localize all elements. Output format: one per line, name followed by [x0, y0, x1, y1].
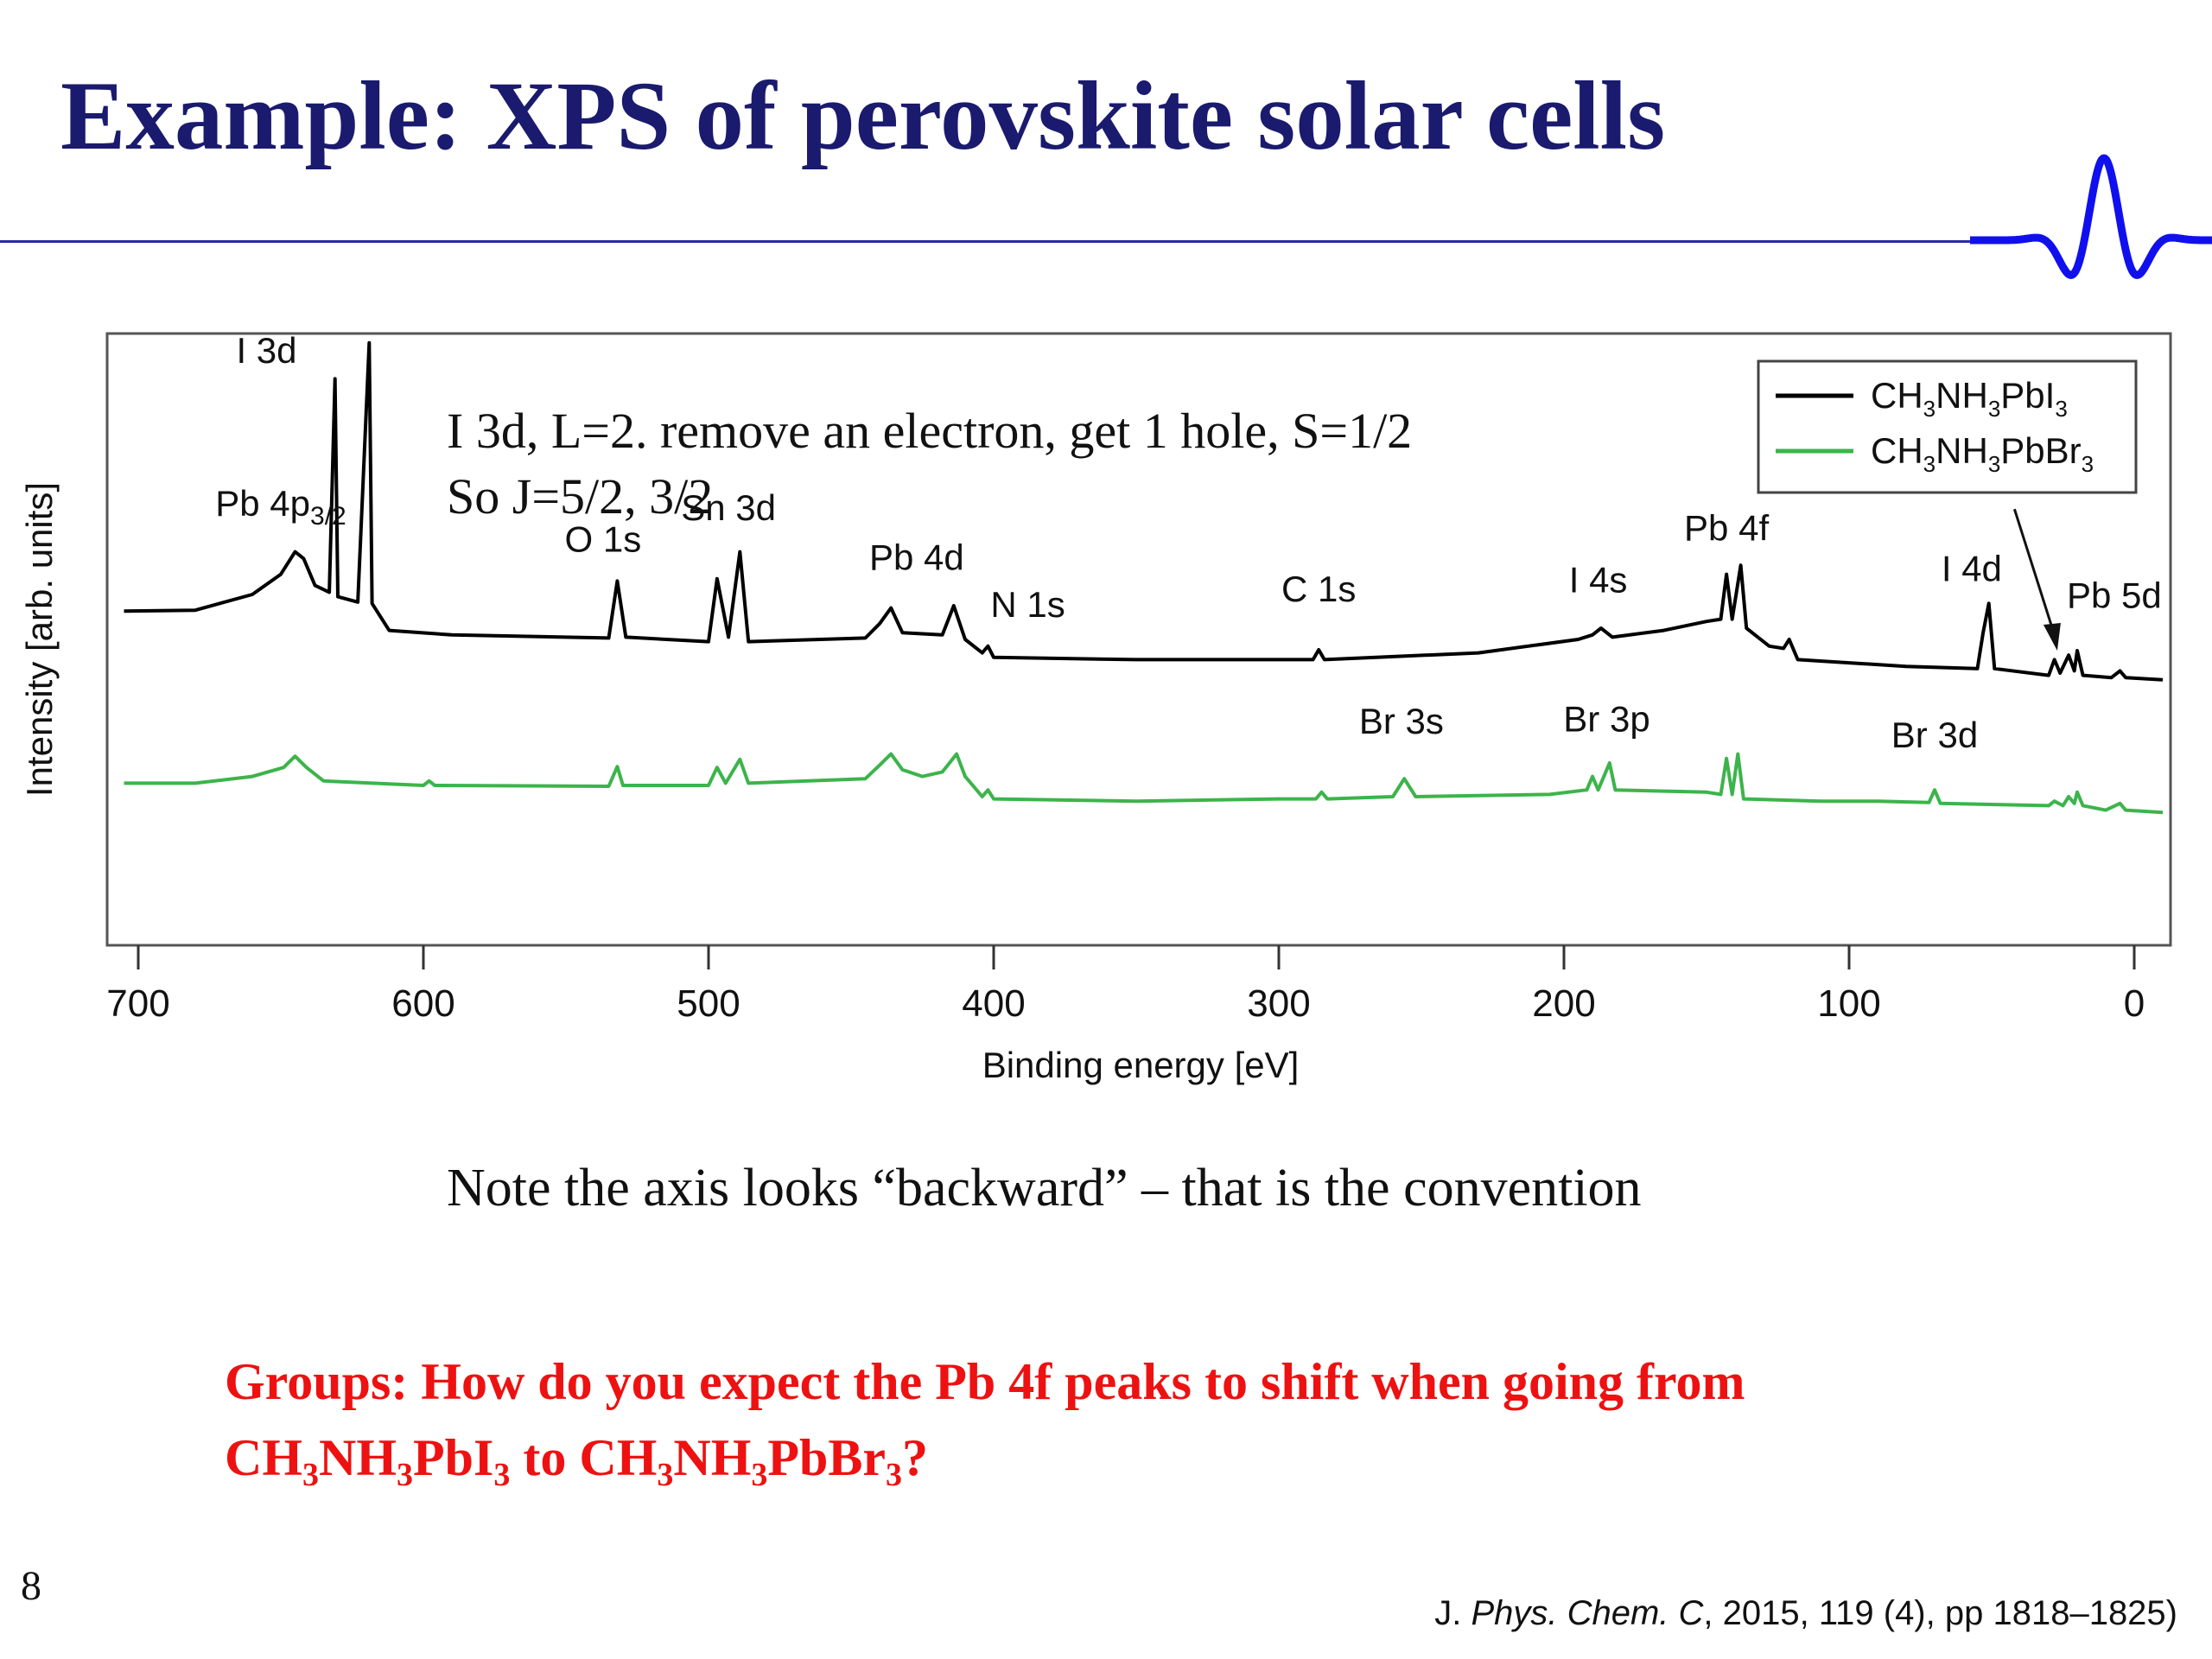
citation: J. Phys. Chem. C, 2015, 119 (4), pp 1818…: [1434, 1594, 2177, 1633]
x-axis-label: Binding energy [eV]: [982, 1045, 1300, 1085]
q-formula1-sub2: 3: [397, 1457, 413, 1493]
x-tick-label: 100: [1817, 982, 1880, 1025]
legend-label-part: NH: [1936, 375, 1988, 416]
peak-label-text: C 1s: [1281, 569, 1356, 609]
wave-path: [1970, 154, 2212, 279]
q-formula2-sub1: 3: [657, 1457, 674, 1493]
wave-logo-icon: [1970, 154, 2212, 279]
legend-label-part: CH: [1871, 375, 1923, 416]
legend-label-part: PbBr: [2000, 430, 2081, 471]
peak-label: I 4d: [1942, 548, 2002, 588]
group-question: Groups: How do you expect the Pb 4f peak…: [225, 1344, 1745, 1496]
peak-label-text: Pb 5d: [2067, 575, 2162, 616]
peak-label-text: Pb 4p: [215, 483, 310, 524]
citation-prefix: J.: [1434, 1594, 1471, 1632]
peak-label-text: N 1s: [990, 584, 1065, 625]
x-tick-label: 0: [2124, 982, 2145, 1025]
q-formula1-sub1: 3: [302, 1457, 319, 1493]
q-formula2-nh: NH: [673, 1429, 752, 1486]
peak-label: Pb 4d: [869, 537, 964, 577]
series-line-pbi3: [124, 340, 2164, 682]
x-tick-label: 600: [391, 982, 454, 1025]
peak-label-text: Sn 3d: [681, 487, 776, 528]
peak-label-text: I 3d: [236, 330, 296, 371]
peak-label-text: I 4s: [1569, 559, 1628, 600]
peak-label: I 4s: [1569, 559, 1628, 600]
sn4d-arrow-head: [2043, 623, 2061, 651]
slide-title: Example: XPS of perovskite solar cells: [60, 62, 1666, 170]
xps-spectrum-chart: Pb 4p3/2 I 3d O 1s Sn 3d Pb 4d N 1s C 1s I 4s Pb…: [19, 330, 2172, 1085]
annotation-line-1: I 3d, L=2. remove an electron, get 1 hol…: [447, 403, 1412, 459]
q-formula2-sub2: 3: [751, 1457, 768, 1493]
axis-convention-note: Note the axis looks “backward” – that is…: [447, 1159, 1642, 1217]
question-line-1: Groups: How do you expect the Pb 4f peak…: [225, 1353, 1745, 1410]
x-tick-label: 500: [677, 982, 740, 1025]
q-formula2-ch: CH: [579, 1429, 658, 1486]
legend-label-part: PbI: [2000, 375, 2055, 416]
legend-label-subscript: 3: [1923, 396, 1936, 422]
y-axis-label: Intensity [arb. units]: [19, 482, 60, 797]
peak-label-text: I 4d: [1942, 548, 2002, 588]
peak-label: Br 3d: [1891, 715, 1978, 755]
peak-label: Pb 5d: [2067, 575, 2162, 616]
peak-label-text: Pb 4f: [1684, 508, 1769, 549]
plot-frame: [105, 332, 2172, 947]
peak-label: Br 3s: [1359, 701, 1444, 741]
q-formula1-pbi: PbI: [413, 1429, 494, 1486]
peak-label-text: Br 3d: [1891, 715, 1978, 755]
x-axis: 700 600 500 400 300 200 100 0: [106, 945, 2145, 1025]
annotation-line-2: So J=5/2, 3/2: [447, 468, 713, 524]
peak-label: Sn 3d: [681, 487, 776, 528]
peak-label: N 1s: [990, 584, 1065, 625]
title-divider: [0, 240, 1987, 243]
peak-label: O 1s: [565, 519, 642, 560]
legend-label-subscript: 3: [1988, 396, 2000, 422]
peak-label-text: Pb 4d: [869, 537, 964, 577]
legend-box: [1757, 359, 2138, 494]
citation-rest: , 2015, 119 (4), pp 1818–1825): [1703, 1594, 2177, 1632]
x-tick-label: 200: [1532, 982, 1595, 1025]
legend-label: CH3NH3PbBr3: [1871, 430, 2094, 477]
page-number: 8: [21, 1563, 41, 1609]
peak-label: C 1s: [1281, 569, 1356, 609]
peak-label: Pb 4p3/2: [215, 483, 346, 531]
legend-label-subscript: 3: [1923, 451, 1936, 477]
peak-label-subscript: 3/2: [310, 502, 346, 531]
legend-label: CH3NH3PbI3: [1871, 375, 2068, 422]
series-layer: [124, 340, 2164, 815]
legend-label-subscript: 3: [1988, 451, 2000, 477]
legend-label-part: CH: [1871, 430, 1923, 471]
question-line-2: CH3NH3PbI3 to CH3NH3PbBr3?: [225, 1420, 1745, 1496]
q-formula1-sub3: 3: [493, 1457, 511, 1493]
x-tick-label: 400: [962, 982, 1025, 1025]
q-formula2-pbbr: PbBr: [767, 1429, 887, 1486]
legend-label-part: NH: [1936, 430, 1988, 471]
q-formula1-nh: NH: [319, 1429, 397, 1486]
q-formula1-ch: CH: [225, 1429, 302, 1486]
peak-label-text: Br 3p: [1563, 699, 1649, 740]
peak-label-text: O 1s: [565, 519, 642, 560]
peak-label-text: Br 3s: [1359, 701, 1444, 741]
series-line-pbbr3: [124, 752, 2164, 815]
sn4d-arrow-line: [2012, 508, 2057, 640]
q-formula2-sub3: 3: [886, 1457, 903, 1493]
x-tick-label: 700: [106, 982, 169, 1025]
peak-label: Br 3p: [1563, 699, 1649, 740]
legend-label-subscript: 3: [2082, 451, 2094, 477]
peak-label: I 3d: [236, 330, 296, 371]
legend-label-subscript: 3: [2055, 396, 2067, 422]
citation-journal: Phys. Chem. C: [1471, 1594, 1704, 1632]
x-tick-label: 300: [1247, 982, 1310, 1025]
q-end: ?: [902, 1429, 929, 1486]
peak-label: Pb 4f: [1684, 508, 1769, 549]
q-to: to: [510, 1429, 580, 1486]
